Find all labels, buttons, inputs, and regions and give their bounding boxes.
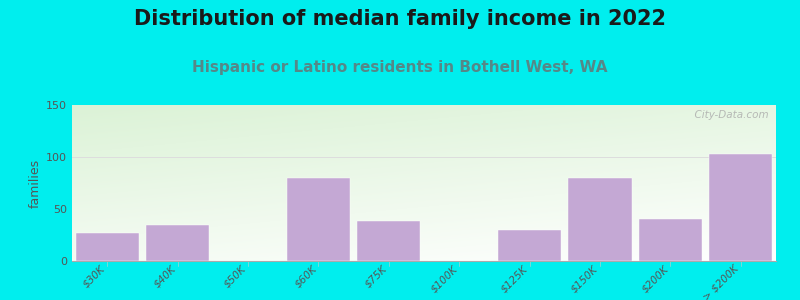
Bar xyxy=(75,233,139,261)
Bar xyxy=(498,230,562,261)
Bar xyxy=(146,225,210,261)
Bar xyxy=(638,219,702,261)
Bar xyxy=(286,178,350,261)
Text: Hispanic or Latino residents in Bothell West, WA: Hispanic or Latino residents in Bothell … xyxy=(192,60,608,75)
Y-axis label: families: families xyxy=(29,158,42,208)
Bar xyxy=(709,154,773,261)
Bar xyxy=(568,178,632,261)
Text: Distribution of median family income in 2022: Distribution of median family income in … xyxy=(134,9,666,29)
Text: City-Data.com: City-Data.com xyxy=(688,110,769,120)
Bar xyxy=(357,221,421,261)
